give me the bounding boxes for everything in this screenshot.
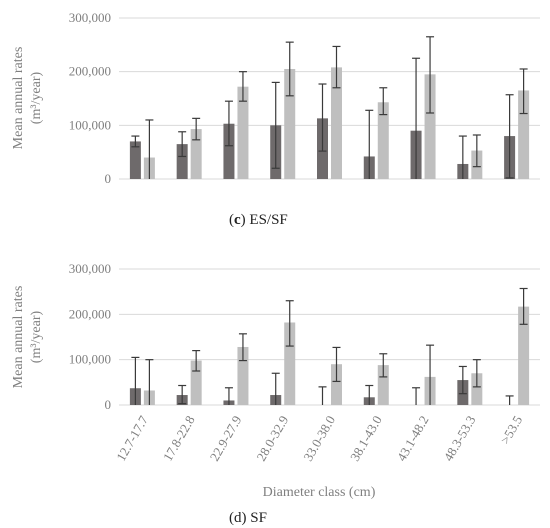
y-tick-label-c-1: 100,000 xyxy=(69,117,111,132)
bar-d-s2-2 xyxy=(237,346,249,405)
bar-c-s2-8 xyxy=(518,90,530,179)
caption-c-close-paren: ) xyxy=(241,212,250,228)
bar-d-s2-8 xyxy=(518,306,530,405)
x-tick-label-d-6: 43.1-48.2 xyxy=(394,413,432,464)
x-tick-label-d-7: 48.3-53.3 xyxy=(441,413,479,464)
y-axis-title-c-line1: Mean annual rates xyxy=(11,47,26,150)
caption-d-text: (d) SF xyxy=(229,510,267,526)
caption-c-label: c xyxy=(234,212,241,228)
bar-c-s1-0 xyxy=(129,141,141,179)
x-tick-label-d-8: >53.5 xyxy=(497,413,525,447)
caption-c-open-paren: ( xyxy=(229,212,234,228)
y-tick-label-d-3: 300,000 xyxy=(69,261,111,276)
bar-c-s2-2 xyxy=(237,86,249,179)
bar-d-s2-3 xyxy=(284,322,296,405)
bar-d-s2-1 xyxy=(190,360,202,405)
y-axis-title-d-line1: Mean annual rates xyxy=(11,286,26,389)
x-tick-label-d-3: 28.0-32.9 xyxy=(253,413,291,464)
x-tick-label-d-4: 33.0-38.0 xyxy=(300,413,338,464)
x-axis-title-d: Diameter class (cm) xyxy=(263,485,376,500)
x-tick-label-d-2: 22.9-27.9 xyxy=(207,413,245,464)
bar-d-s2-7 xyxy=(471,373,483,405)
x-tick-label-d-5: 38.1-43.0 xyxy=(347,413,385,464)
bar-c-s2-5 xyxy=(377,102,389,179)
bar-d-s2-4 xyxy=(331,364,342,405)
chart-panel-c: 0 100,000 200,000 300,000 Mean annual rates(… xyxy=(11,10,540,186)
bar-c-s1-2 xyxy=(223,123,235,179)
chart-panel-d: 0 100,000 200,000 300,000 Mean annual rates(… xyxy=(11,261,540,464)
bar-c-s2-4 xyxy=(331,67,342,179)
y-tick-label-c-0: 0 xyxy=(105,171,112,186)
bar-c-s1-1 xyxy=(176,144,188,179)
y-axis-title-c-line2: (m³/year) xyxy=(29,71,44,124)
x-tick-label-d-0: 12.7-17.7 xyxy=(113,413,151,464)
bar-c-s2-3 xyxy=(284,68,296,179)
y-axis-title-d-line2: (m³/year) xyxy=(29,310,44,363)
caption-c: (c) ES/SF xyxy=(229,212,288,228)
y-tick-label-c-2: 200,000 xyxy=(69,64,111,79)
x-tick-label-d-1: 17.8-22.8 xyxy=(160,413,198,464)
y-tick-label-d-0: 0 xyxy=(105,397,112,412)
caption-c-text: (c) ES/SF xyxy=(229,212,288,228)
caption-c-title: ES/SF xyxy=(249,212,287,228)
y-tick-label-c-3: 300,000 xyxy=(69,10,111,25)
y-tick-label-d-1: 100,000 xyxy=(69,352,111,367)
bar-d-s2-5 xyxy=(377,365,389,405)
bar-c-s2-1 xyxy=(190,129,202,179)
y-tick-label-d-2: 200,000 xyxy=(69,306,111,321)
bar-c-s2-6 xyxy=(424,74,436,179)
